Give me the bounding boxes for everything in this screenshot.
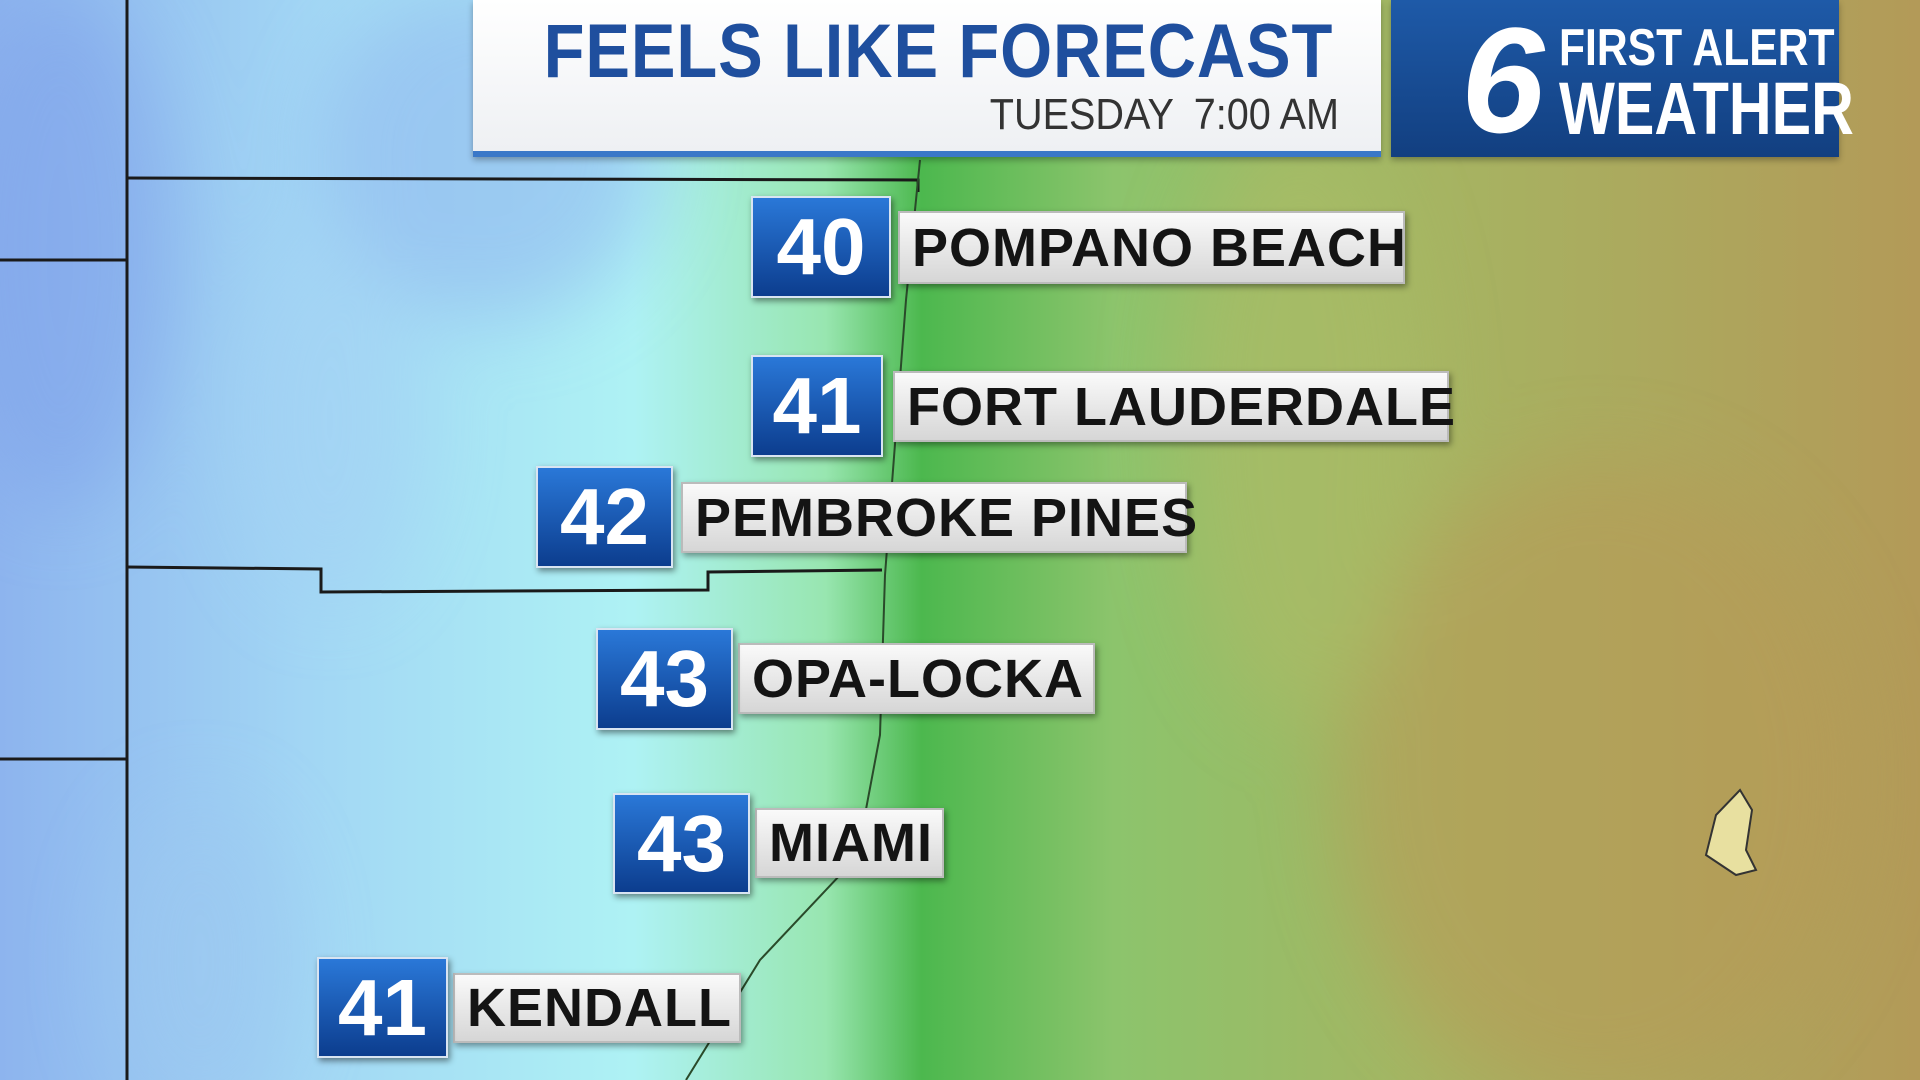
logo-line2: WEATHER <box>1559 67 1854 150</box>
location-name: OPA-LOCKA <box>738 643 1095 714</box>
logo-channel: 6 <box>1461 0 1545 164</box>
feels-like-temp: 41 <box>317 957 448 1058</box>
day: TUESDAY <box>989 90 1174 139</box>
location-name: KENDALL <box>453 973 741 1043</box>
station-logo: 6 FIRST ALERT WEATHER <box>1391 0 1854 164</box>
time: 7:00 AM <box>1193 90 1339 139</box>
header-subtitle: TUESDAY 7:00 AM <box>970 90 1339 140</box>
feels-like-temp: 40 <box>751 196 891 298</box>
location-name: FORT LAUDERDALE <box>893 371 1455 442</box>
feels-like-temp: 41 <box>751 355 883 457</box>
feels-like-temp: 42 <box>536 466 673 568</box>
feels-like-temp: 43 <box>613 793 750 894</box>
header-title: FEELS LIKE FORECAST <box>543 9 1333 94</box>
logo-line1: FIRST ALERT <box>1559 19 1835 77</box>
header: FEELS LIKE FORECAST TUESDAY 7:00 AM <box>473 0 1381 157</box>
feels-like-temp: 43 <box>596 628 733 730</box>
location-name: PEMBROKE PINES <box>681 482 1197 553</box>
location-name: POMPANO BEACH <box>898 211 1406 284</box>
location-name: MIAMI <box>755 808 944 878</box>
